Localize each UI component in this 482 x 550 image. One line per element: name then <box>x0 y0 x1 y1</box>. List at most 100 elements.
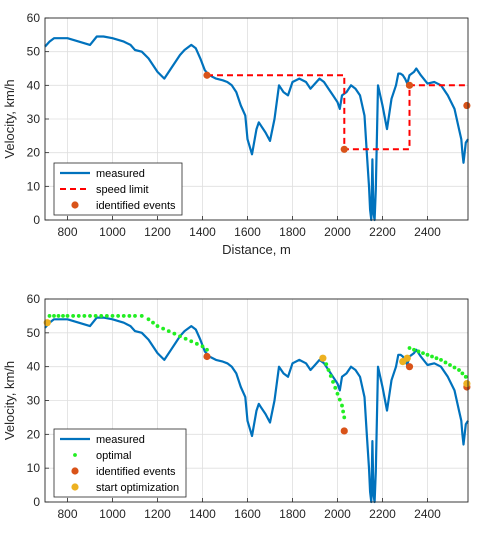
y-tick-label: 20 <box>27 427 41 441</box>
start-optimization-marker <box>403 354 411 362</box>
x-tick-label: 1000 <box>99 507 126 521</box>
x-tick-label: 2000 <box>324 507 351 521</box>
optimal-point <box>71 314 76 318</box>
x-tick-label: 1600 <box>234 225 261 239</box>
x-tick-label: 1200 <box>144 507 171 521</box>
optimal-point <box>166 329 171 334</box>
identified-event-marker <box>405 363 414 371</box>
legend-start-label: start optimization <box>96 482 179 494</box>
optimal-point <box>104 314 109 318</box>
y-tick-labels: 0 10 20 30 40 50 60 <box>27 11 49 227</box>
optimal-point <box>133 314 137 318</box>
x-tick-label: 1800 <box>279 225 306 239</box>
optimal-point <box>121 314 126 318</box>
legend-optimal-label: optimal <box>96 450 131 462</box>
optimal-point <box>82 314 87 318</box>
optimal-point <box>139 314 144 318</box>
optimal-point <box>416 349 421 354</box>
x-tick-label: 2400 <box>414 225 441 239</box>
legend-identified-marker <box>71 201 79 209</box>
x-tick-label: 1800 <box>279 507 306 521</box>
legend-measured-label: measured <box>96 434 145 446</box>
optimal-point <box>110 314 115 318</box>
optimal-point <box>412 347 416 352</box>
optimal-point <box>430 354 434 359</box>
y-axis-label: Velocity, km/h <box>2 79 17 158</box>
x-tick-labels: 800 1000 1200 1400 1600 1800 2000 2200 2400 <box>57 216 441 239</box>
x-axis-label: Distance, m <box>222 242 291 257</box>
optimal-point <box>93 314 98 318</box>
y-tick-label: 40 <box>27 78 41 92</box>
optimal-point <box>172 331 177 336</box>
y-tick-label: 0 <box>33 213 40 227</box>
start-optimization-marker <box>319 354 327 362</box>
optimal-point <box>183 336 188 341</box>
optimal-point <box>425 352 430 357</box>
optimal-point <box>342 415 347 420</box>
optimal-point <box>443 360 448 365</box>
x-tick-label: 1200 <box>144 225 171 239</box>
identified-event-marker <box>203 352 211 361</box>
y-tick-label: 30 <box>27 112 41 126</box>
x-tick-label: 1600 <box>234 507 261 521</box>
x-tick-label: 2200 <box>369 507 396 521</box>
optimal-point <box>52 314 56 318</box>
optimal-point <box>439 358 443 362</box>
y-tick-label: 50 <box>27 326 41 340</box>
x-tick-label: 1400 <box>189 225 216 239</box>
optimal-point <box>328 374 333 378</box>
optimal-point <box>61 314 65 318</box>
speed-limit-line <box>207 74 468 151</box>
optimal-point <box>127 314 132 318</box>
plot-area <box>44 35 471 222</box>
x-tick-label: 2000 <box>324 225 351 239</box>
optimal-point <box>99 314 104 318</box>
legend: measured optimal identified events start… <box>53 428 187 498</box>
x-tick-label: 800 <box>57 507 77 521</box>
legend-optimal-marker <box>73 453 77 457</box>
optimal-point <box>448 363 452 367</box>
optimal-point <box>189 339 194 344</box>
measured-line <box>44 35 469 222</box>
y-tick-label: 0 <box>33 495 40 509</box>
x-tick-labels: 800 1000 1200 1400 1600 1800 2000 2200 2400 <box>57 498 441 521</box>
optimal-point <box>341 409 346 414</box>
optimal-point <box>56 314 61 318</box>
optimal-point <box>324 362 329 367</box>
optimal-point <box>333 385 338 390</box>
optimal-point <box>326 368 331 372</box>
legend-speed-limit-label: speed limit <box>96 184 149 196</box>
x-tick-label: 800 <box>57 225 77 239</box>
optimal-point <box>65 314 70 318</box>
optimal-point <box>194 341 199 346</box>
optimal-point <box>178 334 182 339</box>
optimal-point <box>151 320 155 325</box>
optimal-point <box>460 371 465 376</box>
y-axis-label: Velocity, km/h <box>2 361 17 440</box>
y-tick-label: 50 <box>27 45 41 59</box>
optimal-point <box>200 344 205 349</box>
legend-identified-marker <box>71 467 79 475</box>
optimal-point <box>155 324 160 328</box>
identified-event-marker <box>340 427 348 435</box>
y-tick-labels: 0 10 20 30 40 50 60 <box>27 292 49 509</box>
identified-event-marker <box>340 145 348 153</box>
y-tick-label: 60 <box>27 292 41 306</box>
bottom-chart: 800 1000 1200 1400 1600 1800 2000 2200 2400 0 10 2… <box>2 292 471 521</box>
optimal-point <box>88 314 92 318</box>
start-optimization-marker <box>463 379 471 388</box>
optimal-point <box>407 346 412 350</box>
identified-event-marker <box>203 71 211 79</box>
identified-event-marker <box>405 81 414 89</box>
legend-identified-label: identified events <box>96 466 176 478</box>
optimal-point <box>146 317 151 322</box>
optimal-point <box>463 374 468 379</box>
optimal-point <box>331 379 335 384</box>
optimal-point <box>421 351 425 356</box>
optimal-point <box>76 314 81 318</box>
x-tick-label: 2200 <box>369 225 396 239</box>
optimal-point <box>457 368 461 372</box>
optimal-point <box>434 356 439 361</box>
legend-identified-label: identified events <box>96 200 176 212</box>
optimal-point <box>452 365 457 370</box>
